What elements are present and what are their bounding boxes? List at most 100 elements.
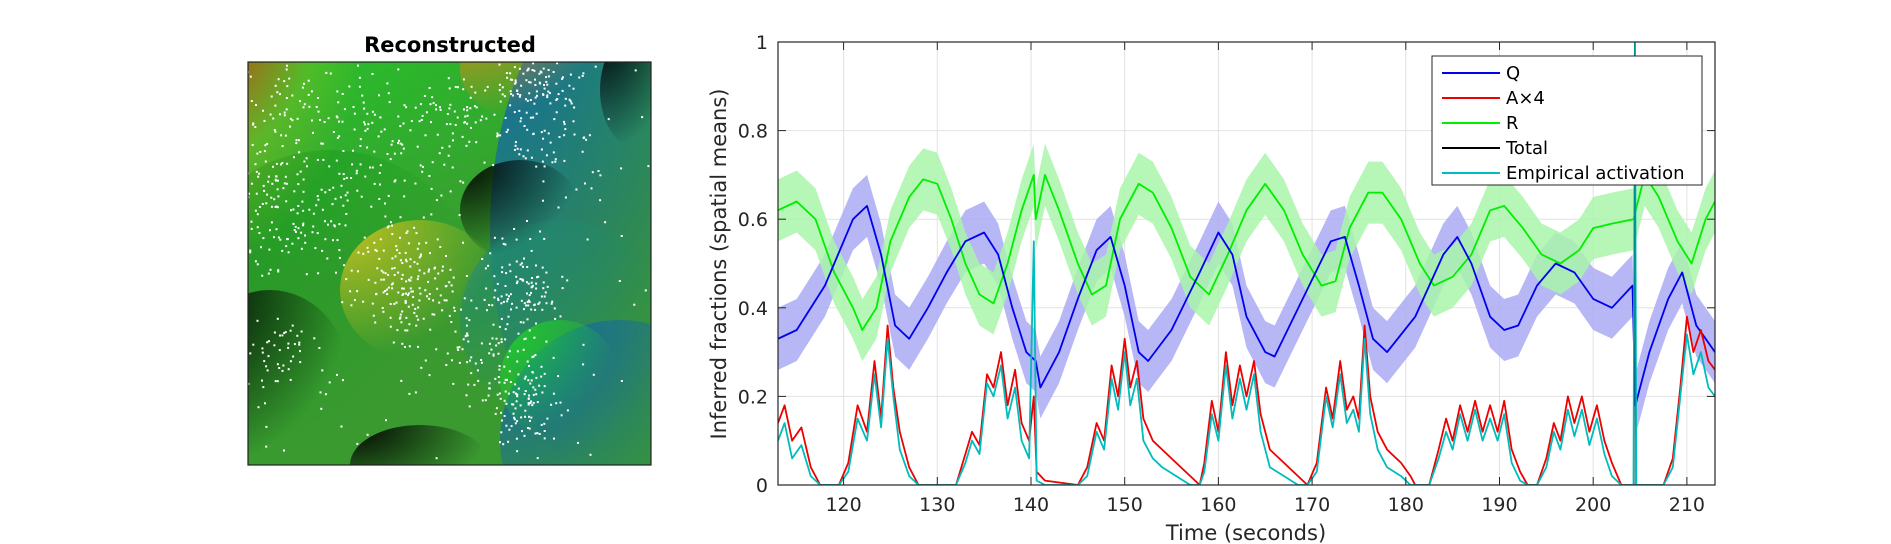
activation-dot [286,162,289,165]
activation-dot [547,75,550,78]
activation-dot [494,412,497,415]
activation-dot [526,128,529,131]
activation-dot [547,90,550,93]
activation-dot [268,248,271,251]
activation-dot [475,307,478,310]
activation-dot [449,190,452,193]
activation-dot [424,289,427,292]
activation-dot [526,266,529,268]
activation-dot [415,315,418,318]
y-tick-label: 0.6 [738,209,768,231]
activation-dot [462,338,465,341]
activation-dot [244,218,246,220]
activation-dot [382,278,385,281]
activation-dot [414,391,417,394]
activation-dot [530,281,533,284]
activation-dot [231,384,233,386]
activation-dot [513,148,516,151]
activation-dot [328,165,331,168]
activation-dot [504,285,507,287]
activation-dot [256,152,259,155]
activation-dot [265,365,268,368]
activation-dot [272,117,275,120]
activation-dot [522,155,525,158]
activation-dot [359,138,362,141]
activation-dot [568,84,571,87]
activation-dot [391,257,394,260]
activation-dot [378,172,381,174]
activation-dot [276,317,279,320]
activation-dot [582,343,585,346]
series-line-q [778,204,1715,407]
activation-dot [418,287,421,290]
activation-dot [505,72,508,74]
activation-dot [407,292,410,295]
activation-dot [516,395,519,398]
activation-dot [542,93,545,96]
activation-dot [506,378,508,381]
activation-dot [327,117,330,120]
activation-dot [284,134,287,137]
activation-dot [342,379,344,382]
activation-dot [367,250,370,253]
activation-dot [446,352,449,355]
activation-dot [506,76,509,79]
activation-dot [373,113,376,116]
reconstructed-heatmap [231,53,651,465]
legend-box [1431,55,1703,186]
activation-dot [416,262,419,265]
activation-dot [503,381,506,384]
activation-dot [338,120,340,123]
y-tick-label: 0 [756,475,768,497]
activation-dot [283,111,286,114]
activation-dot [336,136,339,139]
activation-dot [468,140,471,143]
activation-dot [534,78,536,81]
activation-dot [401,262,404,264]
activation-dot [350,177,353,179]
activation-dot [546,53,548,55]
activation-dot [275,162,278,165]
activation-dot [516,420,518,423]
activation-dot [516,147,519,150]
activation-dot [539,70,542,73]
x-tick-label: 150 [1107,494,1143,516]
activation-dot [543,430,546,432]
activation-dot [345,176,348,179]
activation-dot [429,328,432,331]
activation-dot [317,272,320,275]
activation-dot [399,142,402,145]
activation-dot [434,277,437,280]
activation-dot [323,121,326,123]
activation-dot [514,141,517,144]
activation-dot [261,203,264,205]
activation-dot [236,89,238,91]
activation-dot [393,267,396,269]
activation-dot [371,110,374,113]
activation-dot [338,249,341,252]
activation-dot [401,143,404,146]
activation-dot [501,86,504,89]
activation-dot [273,236,275,239]
activation-dot [374,321,377,324]
activation-dot [500,317,503,320]
activation-dot [409,129,412,132]
activation-dot [514,383,517,386]
activation-dot [502,443,505,446]
activation-dot [494,289,497,292]
activation-dot [304,234,306,237]
activation-dot [379,164,382,167]
activation-dot [510,93,513,95]
activation-dot [524,337,527,340]
x-tick-label: 190 [1481,494,1517,516]
activation-dot [312,131,314,134]
activation-dot [389,303,392,305]
activation-dot [509,90,512,93]
activation-dot [538,433,541,435]
activation-dot [432,299,435,302]
activation-dot [543,165,546,168]
activation-dot [500,341,503,343]
activation-dot [546,417,549,420]
activation-dot [454,124,457,126]
